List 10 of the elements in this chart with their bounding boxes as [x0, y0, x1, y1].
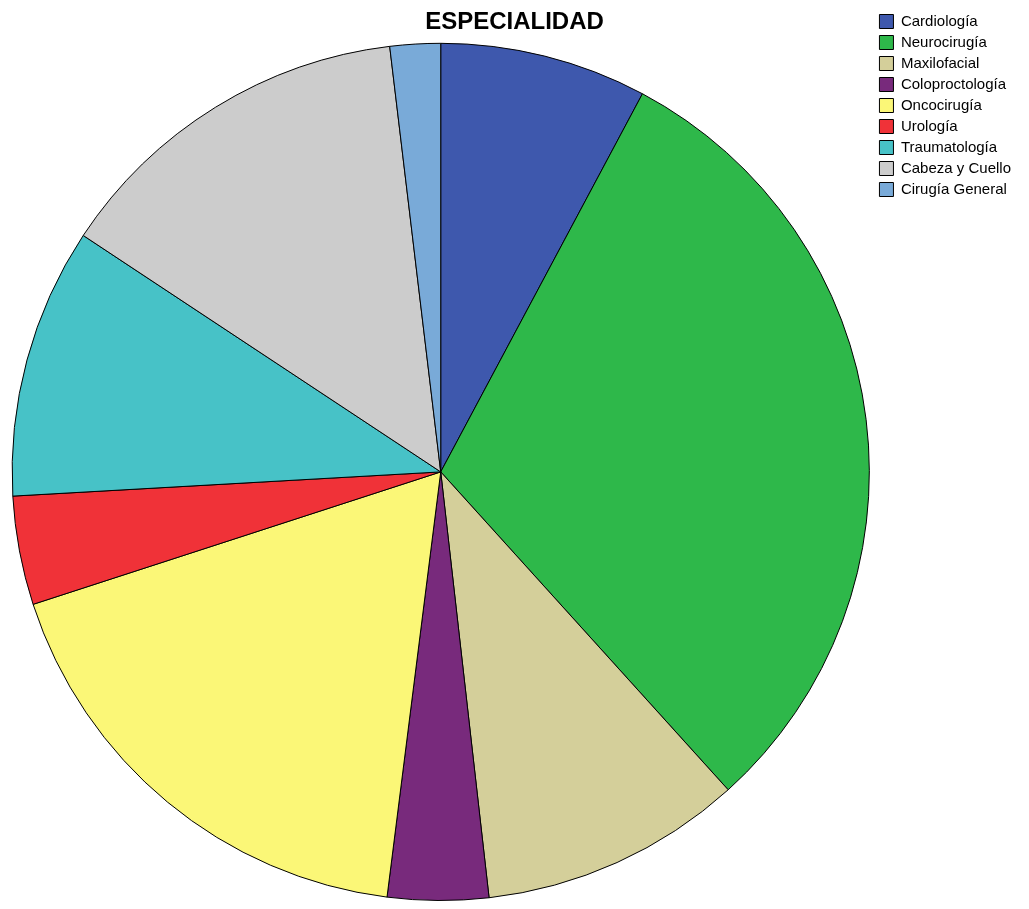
chart-title: ESPECIALIDAD	[425, 7, 604, 35]
legend-label: Maxilofacial	[900, 53, 980, 71]
legend-label: Traumatología	[900, 137, 998, 155]
legend-label: Cardiología	[900, 11, 979, 29]
legend-label: Cirugía General	[900, 179, 1007, 197]
legend-label: Cabeza y Cuello	[900, 158, 1011, 176]
legend-label: Oncocirugía	[900, 95, 983, 113]
legend-label: Neurocirugía	[900, 32, 988, 50]
legend-label: Urología	[900, 116, 959, 134]
legend-label: Coloproctología	[900, 74, 1007, 92]
